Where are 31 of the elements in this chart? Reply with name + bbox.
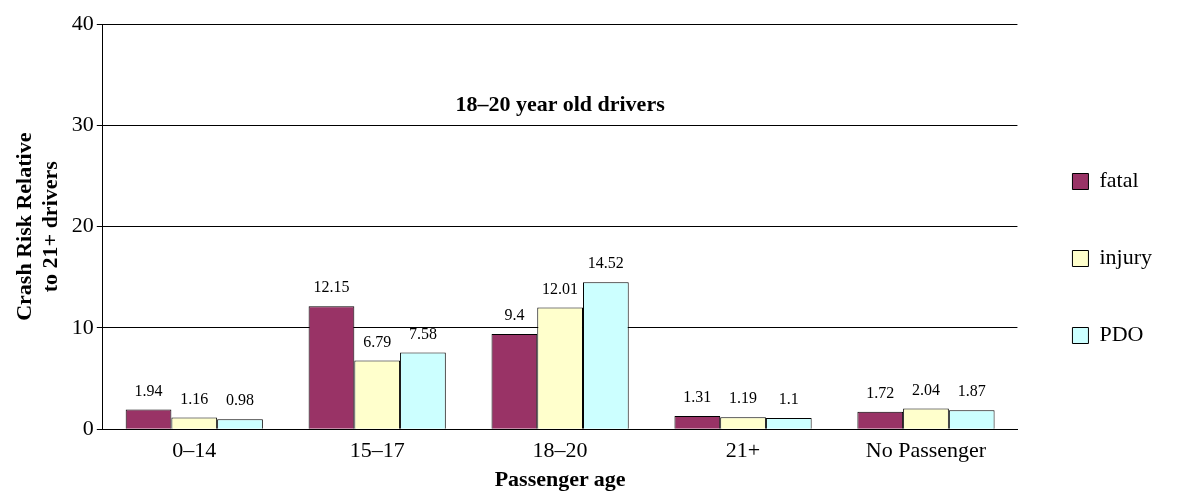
x-tick-label: 0–14 <box>172 437 217 463</box>
x-tick-label: 21+ <box>725 437 761 463</box>
data-label: 7.58 <box>408 324 437 342</box>
data-label: 1.94 <box>134 381 163 399</box>
data-label: 9.4 <box>504 306 525 324</box>
data-label: 1.19 <box>729 389 758 407</box>
y-tick-label: 0 <box>82 414 94 440</box>
data-label: 1.16 <box>180 389 209 407</box>
x-tick-label: 18–20 <box>532 437 588 463</box>
data-label: 1.87 <box>957 382 986 400</box>
legend-label: injury <box>1099 244 1153 270</box>
data-label: 6.79 <box>363 332 392 350</box>
data-label: 1.31 <box>683 388 712 406</box>
data-label: 14.52 <box>587 254 624 272</box>
y-tick-label: 40 <box>71 9 94 35</box>
data-label: 1.72 <box>866 383 895 401</box>
data-label: 1.1 <box>778 390 799 408</box>
data-label: 0.98 <box>226 391 254 409</box>
y-tick-label: 20 <box>71 212 94 238</box>
text: 18–20 year old drivers <box>455 90 666 116</box>
data-label: 12.01 <box>542 279 579 297</box>
data-label: 2.04 <box>911 380 940 398</box>
legend-label: PDO <box>1099 321 1144 347</box>
y-tick-label: 10 <box>71 313 94 339</box>
x-tick-label: No Passenger <box>865 437 987 463</box>
y-tick-label: 30 <box>71 111 94 137</box>
x-tick-label: 15–17 <box>349 437 405 463</box>
x-axis-title: Passenger age <box>494 466 626 492</box>
y-axis-title: Crash Risk Relative to 21+ drivers <box>10 132 63 321</box>
legend-label: fatal <box>1099 167 1139 193</box>
data-label: 12.15 <box>313 278 350 296</box>
